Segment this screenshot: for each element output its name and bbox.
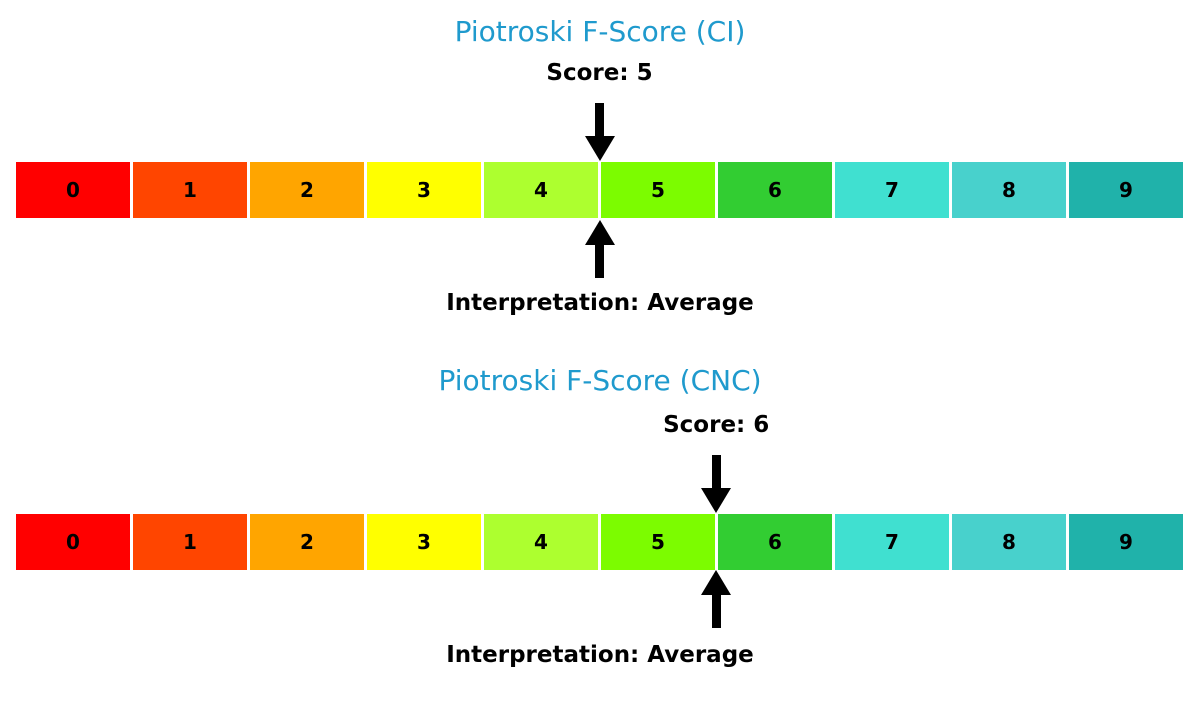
score-segment-8: 8 bbox=[952, 162, 1066, 218]
arrow-head bbox=[584, 136, 615, 161]
score-segment-label: 8 bbox=[1002, 530, 1016, 554]
score-segment-6: 6 bbox=[718, 514, 832, 570]
score-segment-label: 5 bbox=[651, 178, 665, 202]
score-color-bar-cnc: 0 1 2 3 4 5 6 7 8 9 bbox=[16, 514, 1183, 570]
score-segment-4: 4 bbox=[484, 514, 598, 570]
score-color-bar-ci: 0 1 2 3 4 5 6 7 8 9 bbox=[16, 162, 1183, 218]
score-segment-label: 7 bbox=[885, 178, 899, 202]
arrow-shaft bbox=[595, 245, 604, 278]
score-segment-label: 9 bbox=[1119, 530, 1133, 554]
score-segment-7: 7 bbox=[835, 514, 949, 570]
arrow-head bbox=[701, 488, 732, 513]
score-segment-label: 2 bbox=[300, 178, 314, 202]
score-segment-label: 1 bbox=[183, 178, 197, 202]
score-label-ci: Score: 5 bbox=[546, 60, 653, 86]
score-segment-5: 5 bbox=[601, 162, 715, 218]
arrow-shaft bbox=[595, 103, 604, 136]
score-segment-label: 4 bbox=[534, 530, 548, 554]
score-segment-7: 7 bbox=[835, 162, 949, 218]
chart-title-cnc: Piotroski F-Score (CNC) bbox=[438, 364, 762, 397]
score-segment-label: 0 bbox=[66, 530, 80, 554]
chart-title-ci: Piotroski F-Score (CI) bbox=[454, 15, 746, 48]
score-segment-label: 3 bbox=[417, 178, 431, 202]
interpretation-label-ci: Interpretation: Average bbox=[446, 290, 754, 316]
score-segment-0: 0 bbox=[16, 162, 130, 218]
score-segment-2: 2 bbox=[250, 514, 364, 570]
score-segment-1: 1 bbox=[133, 514, 247, 570]
score-arrow-down-icon bbox=[701, 455, 732, 513]
interpretation-arrow-up-icon bbox=[584, 220, 615, 278]
score-segment-1: 1 bbox=[133, 162, 247, 218]
score-segment-label: 5 bbox=[651, 530, 665, 554]
score-segment-3: 3 bbox=[367, 162, 481, 218]
score-segment-label: 7 bbox=[885, 530, 899, 554]
score-segment-3: 3 bbox=[367, 514, 481, 570]
score-segment-9: 9 bbox=[1069, 514, 1183, 570]
arrow-shaft bbox=[711, 455, 721, 488]
score-segment-label: 9 bbox=[1119, 178, 1133, 202]
score-segment-label: 4 bbox=[534, 178, 548, 202]
score-segment-6: 6 bbox=[718, 162, 832, 218]
interpretation-label-cnc: Interpretation: Average bbox=[446, 642, 754, 668]
score-segment-label: 2 bbox=[300, 530, 314, 554]
score-segment-label: 8 bbox=[1002, 178, 1016, 202]
score-segment-0: 0 bbox=[16, 514, 130, 570]
score-segment-9: 9 bbox=[1069, 162, 1183, 218]
score-segment-5: 5 bbox=[601, 514, 715, 570]
score-label-cnc: Score: 6 bbox=[663, 412, 770, 438]
score-segment-label: 1 bbox=[183, 530, 197, 554]
arrow-shaft bbox=[711, 595, 721, 628]
arrow-head bbox=[584, 220, 615, 245]
score-segment-8: 8 bbox=[952, 514, 1066, 570]
score-segment-label: 0 bbox=[66, 178, 80, 202]
score-segment-label: 3 bbox=[417, 530, 431, 554]
score-segment-4: 4 bbox=[484, 162, 598, 218]
score-segment-label: 6 bbox=[768, 178, 782, 202]
score-segment-label: 6 bbox=[768, 530, 782, 554]
arrow-head bbox=[701, 570, 732, 595]
score-arrow-down-icon bbox=[584, 103, 615, 161]
interpretation-arrow-up-icon bbox=[701, 570, 732, 628]
score-segment-2: 2 bbox=[250, 162, 364, 218]
